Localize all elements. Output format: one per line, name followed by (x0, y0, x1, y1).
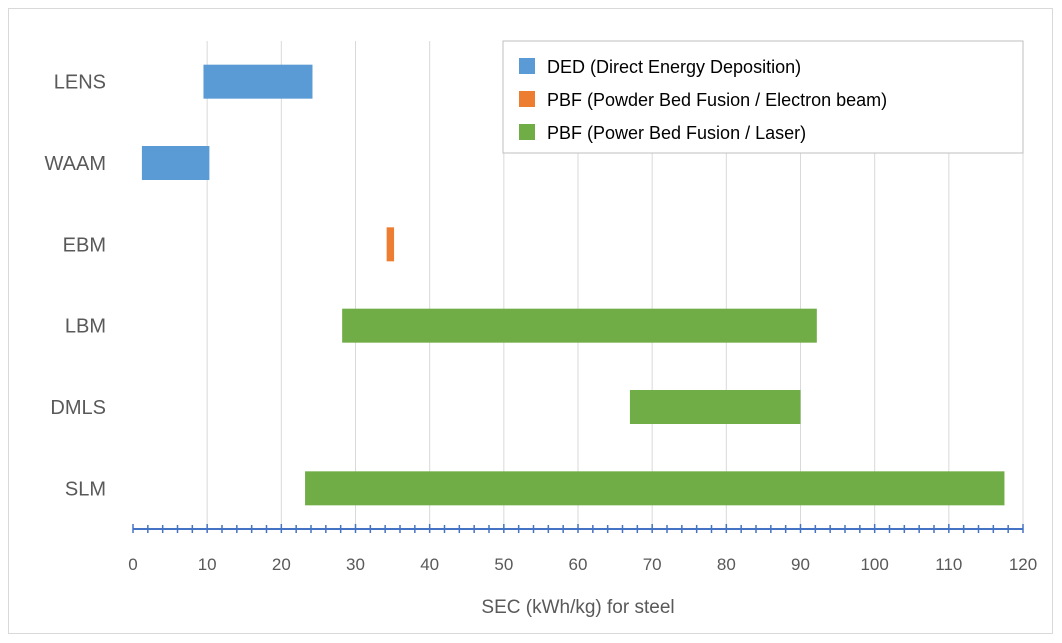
tick-label-50: 50 (494, 555, 513, 574)
tick-label-10: 10 (198, 555, 217, 574)
tick-label-40: 40 (420, 555, 439, 574)
bar-slm (305, 471, 1005, 506)
bar-lens (203, 64, 313, 99)
tick-labels: 0 10 20 30 40 50 60 70 80 90 100 110 120 (128, 555, 1037, 574)
tick-label-100: 100 (860, 555, 888, 574)
category-label-ebm: EBM (63, 234, 106, 256)
bar-ebm (386, 227, 395, 262)
legend-label-pbf-electron: PBF (Powder Bed Fusion / Electron beam) (547, 90, 887, 110)
bars (141, 64, 1005, 506)
x-axis-title: SEC (kWh/kg) for steel (481, 597, 674, 618)
tick-label-30: 30 (346, 555, 365, 574)
legend: DED (Direct Energy Deposition) PBF (Powd… (502, 40, 1024, 154)
tick-label-120: 120 (1009, 555, 1037, 574)
category-label-waam: WAAM (45, 153, 106, 175)
category-labels: LENS WAAM EBM LBM DMLS SLM (45, 72, 106, 501)
x-axis (132, 524, 1024, 533)
tick-label-60: 60 (569, 555, 588, 574)
tick-label-110: 110 (935, 555, 962, 574)
legend-box (502, 40, 1024, 154)
legend-swatch-pbf-laser (519, 124, 535, 140)
bar-lbm (342, 308, 817, 343)
tick-label-70: 70 (643, 555, 662, 574)
legend-swatch-pbf-electron (519, 91, 535, 107)
legend-label-ded: DED (Direct Energy Deposition) (547, 57, 801, 77)
tick-label-80: 80 (717, 555, 736, 574)
bar-waam (141, 146, 210, 180)
tick-label-0: 0 (128, 555, 137, 574)
category-label-slm: SLM (65, 478, 106, 500)
tick-label-20: 20 (272, 555, 291, 574)
category-label-lens: LENS (54, 72, 106, 94)
legend-swatch-ded (519, 58, 535, 74)
legend-label-pbf-laser: PBF (Power Bed Fusion / Laser) (547, 123, 806, 143)
category-label-dmls: DMLS (50, 397, 106, 419)
bar-dmls (629, 390, 801, 424)
category-label-lbm: LBM (65, 316, 106, 338)
tick-label-90: 90 (791, 555, 810, 574)
